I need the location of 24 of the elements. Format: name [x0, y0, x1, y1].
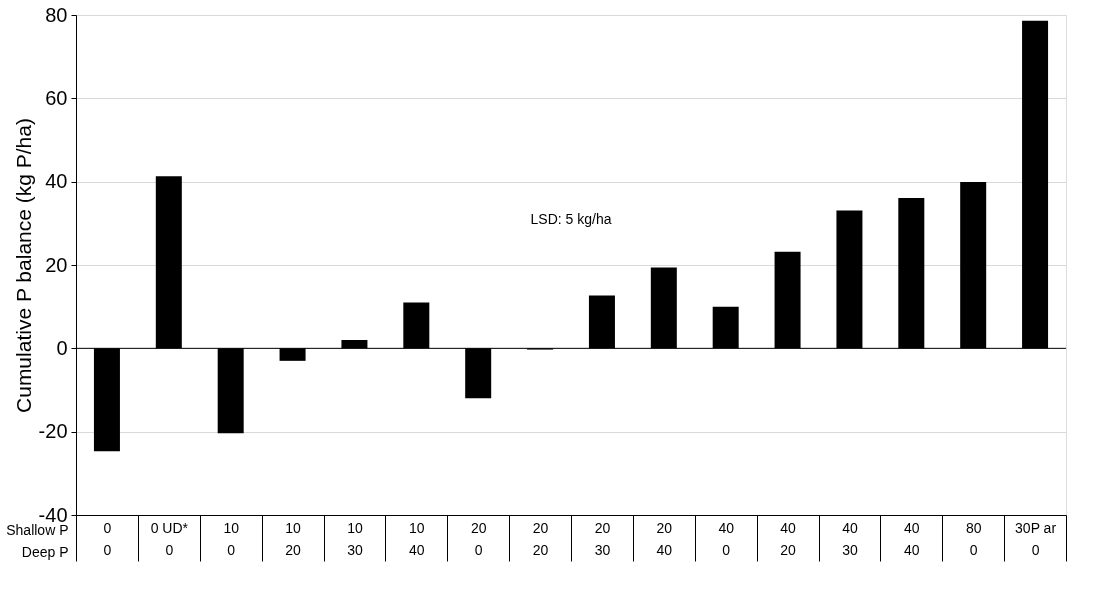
- x-tick-label: 20 30: [594, 519, 611, 558]
- y-tick-label: 60: [45, 86, 68, 109]
- x-tick-label: 0 0: [103, 519, 112, 558]
- x-tick-label: 80 0: [965, 519, 982, 558]
- x-tick-label: 20 0: [470, 519, 487, 558]
- x-tick-label: 0 UD* 0: [150, 519, 189, 558]
- y-axis-title: Cumulative P balance (kg P/ha): [11, 118, 35, 413]
- annotation: LSD: 5 kg/ha: [530, 211, 612, 227]
- x-tick-label: 40 20: [780, 519, 797, 558]
- x-tick-label: 10 20: [285, 519, 302, 558]
- x-tick-label: 20 40: [656, 519, 673, 558]
- x-tick-label: 40 40: [904, 519, 920, 558]
- y-tick-label: 20: [45, 253, 68, 276]
- y-tick-label: -20: [38, 420, 68, 443]
- y-tick-label: 40: [45, 170, 68, 193]
- x-tick-label: 10 30: [347, 519, 363, 558]
- x-tick-label: 10 0: [223, 519, 240, 558]
- x-tick-label: 10 40: [409, 519, 425, 558]
- x-tick-label: 40 0: [718, 519, 735, 558]
- x-tick-label: 20 20: [532, 519, 549, 558]
- y-tick-label: 80: [45, 3, 68, 26]
- x-tick-label: 40 30: [842, 519, 858, 558]
- y-tick-label: 0: [56, 336, 68, 359]
- x-tick-label: 30P ar 0: [1015, 519, 1057, 558]
